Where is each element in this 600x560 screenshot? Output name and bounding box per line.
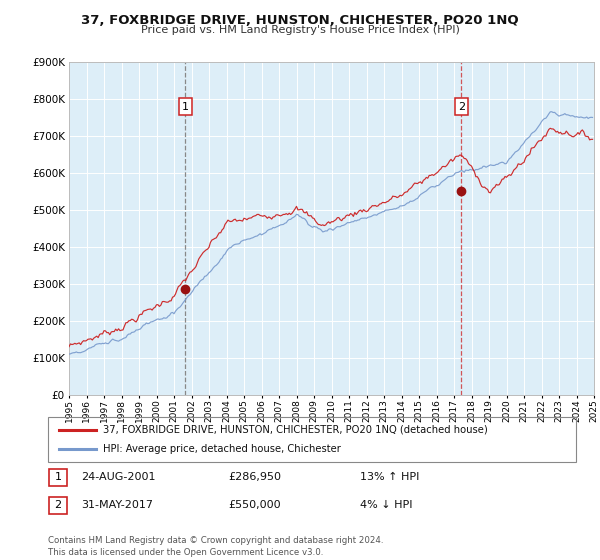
Text: £286,950: £286,950 [228,472,281,482]
Text: Contains HM Land Registry data © Crown copyright and database right 2024.
This d: Contains HM Land Registry data © Crown c… [48,536,383,557]
Text: 2: 2 [55,500,61,510]
Text: 24-AUG-2001: 24-AUG-2001 [81,472,155,482]
Text: HPI: Average price, detached house, Chichester: HPI: Average price, detached house, Chic… [103,445,341,455]
Text: Price paid vs. HM Land Registry's House Price Index (HPI): Price paid vs. HM Land Registry's House … [140,25,460,35]
Text: 31-MAY-2017: 31-MAY-2017 [81,500,153,510]
Text: 4% ↓ HPI: 4% ↓ HPI [360,500,413,510]
Text: 13% ↑ HPI: 13% ↑ HPI [360,472,419,482]
Text: 2: 2 [458,101,465,111]
Text: 1: 1 [55,472,61,482]
Text: 37, FOXBRIDGE DRIVE, HUNSTON, CHICHESTER, PO20 1NQ (detached house): 37, FOXBRIDGE DRIVE, HUNSTON, CHICHESTER… [103,424,488,435]
Text: 1: 1 [182,101,189,111]
Text: 37, FOXBRIDGE DRIVE, HUNSTON, CHICHESTER, PO20 1NQ: 37, FOXBRIDGE DRIVE, HUNSTON, CHICHESTER… [81,14,519,27]
Text: £550,000: £550,000 [228,500,281,510]
